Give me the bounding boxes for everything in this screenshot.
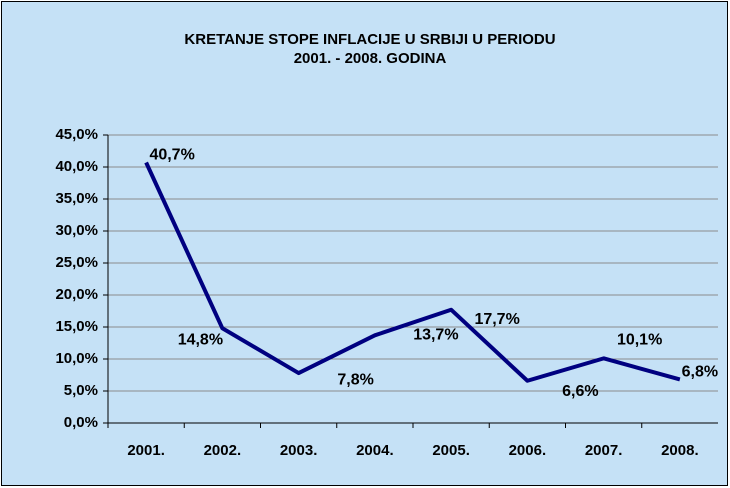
chart-title: 2001. - 2008. GODINA	[294, 50, 447, 67]
data-label: 40,7%	[149, 147, 194, 164]
y-tick-label: 45,0%	[55, 126, 98, 143]
x-tick-label: 2002.	[204, 442, 242, 459]
chart-title: KRETANJE STOPE INFLACIJE U SRBIJI U PERI…	[184, 31, 555, 48]
y-tick-label: 0,0%	[64, 414, 98, 431]
x-tick-label: 2004.	[356, 442, 394, 459]
data-label: 10,1%	[617, 332, 662, 349]
y-tick-label: 10,0%	[55, 350, 98, 367]
data-line	[144, 161, 681, 383]
x-tick-label: 2008.	[661, 442, 699, 459]
x-tick-label: 2006.	[509, 442, 547, 459]
y-tick-label: 20,0%	[55, 286, 98, 303]
data-label: 13,7%	[413, 327, 458, 344]
y-tick-label: 35,0%	[55, 190, 98, 207]
data-label: 6,6%	[562, 383, 598, 400]
data-label: 6,8%	[682, 364, 718, 381]
x-tick-label: 2007.	[585, 442, 623, 459]
y-tick-label: 15,0%	[55, 318, 98, 335]
data-label: 7,8%	[337, 371, 373, 388]
data-label: 17,7%	[474, 311, 519, 328]
x-tick-label: 2001.	[127, 442, 165, 459]
y-tick-label: 25,0%	[55, 254, 98, 271]
y-tick-label: 40,0%	[55, 158, 98, 175]
y-tick-label: 5,0%	[64, 382, 98, 399]
x-tick-label: 2005.	[432, 442, 470, 459]
x-tick-label: 2003.	[280, 442, 318, 459]
data-label: 14,8%	[178, 331, 223, 348]
y-tick-label: 30,0%	[55, 222, 98, 239]
